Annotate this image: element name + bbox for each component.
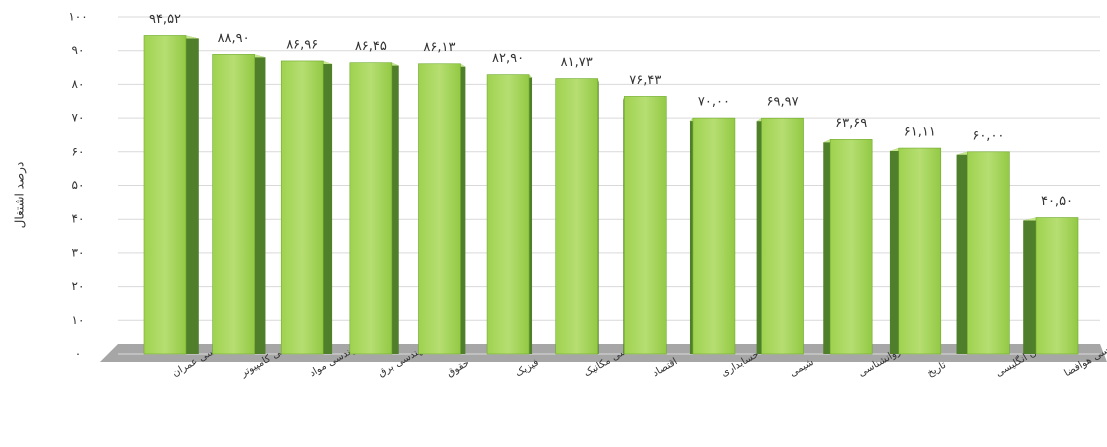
value-label: ۸۶,۴۵ xyxy=(355,39,387,54)
value-label: ۸۱,۷۳ xyxy=(561,55,593,70)
bar xyxy=(967,151,1010,355)
bar xyxy=(280,60,324,355)
bar xyxy=(349,62,393,355)
bar-side xyxy=(186,35,199,355)
bar xyxy=(555,78,598,355)
value-label: ۹۴,۵۲ xyxy=(149,12,181,27)
value-label: ۴۰,۵۰ xyxy=(1041,194,1073,209)
y-tick-label: ۹۰ xyxy=(72,43,85,57)
y-tick-label: ۶۰ xyxy=(72,144,85,158)
y-tick-label: ۳۰ xyxy=(72,245,85,259)
value-label: ۶۹,۹۷ xyxy=(767,95,799,110)
bar-side xyxy=(956,151,968,354)
bar xyxy=(212,54,255,355)
bar-side xyxy=(823,139,831,354)
bar-side xyxy=(889,148,899,354)
x-tick-label: تاریخ xyxy=(925,360,948,380)
value-label: ۸۸,۹۰ xyxy=(218,31,250,46)
y-tick-label: ۴۰ xyxy=(72,212,85,226)
y-tick-label: ۵۰ xyxy=(72,178,85,192)
value-label: ۶۰,۰۰ xyxy=(972,128,1004,143)
bar-side xyxy=(391,62,399,354)
y-tick-label: ۱۰ xyxy=(72,313,85,327)
y-tick-label: ۸۰ xyxy=(72,77,85,91)
bar xyxy=(898,147,942,355)
bar-side xyxy=(1023,217,1036,354)
bar-side xyxy=(756,118,762,354)
bar-side xyxy=(460,63,466,354)
value-label: ۷۶,۴۳ xyxy=(629,73,661,88)
bar xyxy=(692,117,736,355)
y-axis-label: درصد اشتغال xyxy=(13,162,28,229)
y-tick-label: ۱۰۰ xyxy=(68,10,87,24)
y-tick-label: ۷۰ xyxy=(72,111,85,125)
bar xyxy=(143,35,187,355)
bar-side xyxy=(689,118,693,354)
bar xyxy=(1035,217,1079,355)
value-label: ۸۶,۹۶ xyxy=(286,37,318,52)
bar xyxy=(418,63,461,355)
bar-side xyxy=(323,60,333,355)
bar xyxy=(486,74,530,355)
value-label: ۶۳,۶۹ xyxy=(835,116,867,131)
bar-side xyxy=(254,54,266,354)
y-tick-label: ۲۰ xyxy=(72,279,85,293)
value-label: ۸۲,۹۰ xyxy=(492,51,524,66)
value-label: ۷۰,۰۰ xyxy=(698,95,730,110)
y-tick-label: ۰ xyxy=(75,347,81,361)
bar xyxy=(829,139,873,355)
value-label: ۸۶,۱۳ xyxy=(423,40,455,55)
value-label: ۶۱,۱۱ xyxy=(904,125,936,140)
bar xyxy=(761,117,804,355)
bar xyxy=(624,96,667,355)
bar-side xyxy=(529,74,533,354)
